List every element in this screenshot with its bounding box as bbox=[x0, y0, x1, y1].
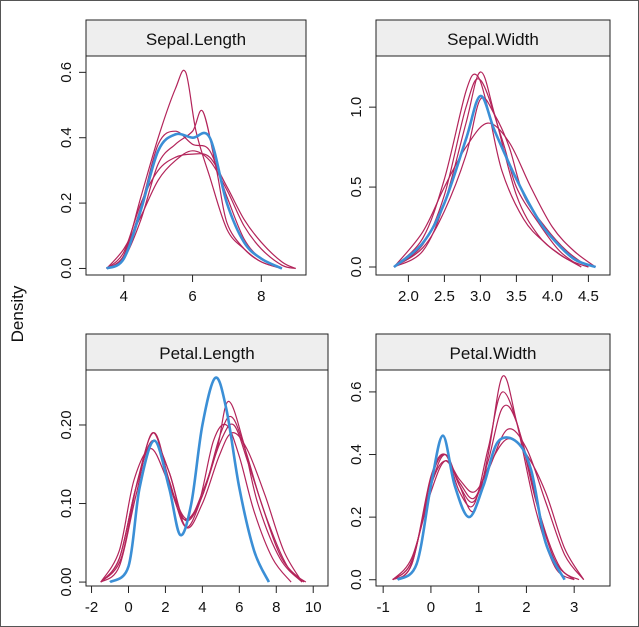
y-tick-label-petal-width: 0.0 bbox=[348, 569, 365, 590]
y-tick-label-petal-length: 0.00 bbox=[58, 567, 75, 596]
x-tick-label-petal-length: 0 bbox=[124, 599, 132, 616]
x-tick-label-sepal-width: 3.5 bbox=[506, 288, 527, 305]
y-tick-label-sepal-width: 1.0 bbox=[348, 97, 365, 118]
observed-density-line-petal-width bbox=[396, 434, 566, 581]
plot-frame-sepal-length bbox=[85, 55, 307, 276]
observed-density-line-sepal-width bbox=[393, 94, 597, 269]
y-tick-label-petal-width: 0.4 bbox=[348, 444, 365, 465]
x-tick-label-sepal-length: 4 bbox=[120, 288, 128, 305]
plot-frame-sepal-width bbox=[375, 55, 611, 276]
x-tick-label-petal-width: 3 bbox=[570, 599, 578, 616]
y-tick-label-petal-length: 0.10 bbox=[58, 489, 75, 518]
y-tick-label-petal-length: 0.20 bbox=[58, 410, 75, 439]
strip-sepal-width bbox=[375, 19, 611, 57]
replicate-density-line-sepal-length-3 bbox=[106, 153, 296, 270]
strip-title-petal-length: Petal.Length bbox=[159, 344, 254, 363]
strip-title-petal-width: Petal.Width bbox=[450, 344, 537, 363]
x-tick-label-petal-length: 6 bbox=[235, 599, 243, 616]
y-tick-label-sepal-length: 0.2 bbox=[58, 193, 75, 214]
x-tick-label-sepal-width: 2.0 bbox=[398, 288, 419, 305]
x-tick-label-petal-length: 2 bbox=[161, 599, 169, 616]
y-tick-label-petal-width: 0.6 bbox=[348, 381, 365, 402]
x-tick-label-petal-length: -2 bbox=[85, 599, 98, 616]
y-tick-label-sepal-width: 0.5 bbox=[348, 177, 365, 198]
x-tick-label-sepal-width: 3.0 bbox=[470, 288, 491, 305]
replicate-density-line-sepal-length-2 bbox=[106, 109, 283, 270]
x-tick-label-petal-width: -1 bbox=[376, 599, 389, 616]
observed-density-line-sepal-length bbox=[105, 131, 283, 270]
replicate-density-line-sepal-width-5 bbox=[393, 97, 589, 268]
x-tick-label-petal-width: 1 bbox=[475, 599, 483, 616]
replicate-density-line-sepal-length-4 bbox=[106, 130, 283, 270]
y-tick-label-petal-width: 0.2 bbox=[348, 507, 365, 528]
panel-petal-width: Petal.Width -1 0 1 2 3 0.0 0.2 0.4 0.6 bbox=[348, 333, 611, 616]
strip-sepal-length bbox=[85, 19, 307, 57]
plot-frame-petal-width bbox=[375, 369, 611, 587]
replicate-density-line-sepal-length-5 bbox=[106, 150, 296, 270]
replicate-density-line-sepal-width-2 bbox=[393, 71, 582, 268]
x-tick-label-petal-length: 4 bbox=[198, 599, 206, 616]
x-tick-label-sepal-width: 4.0 bbox=[542, 288, 563, 305]
observed-density-line-petal-length bbox=[109, 376, 271, 584]
replicate-density-line-petal-length-5 bbox=[100, 423, 307, 583]
x-tick-label-sepal-length: 8 bbox=[257, 288, 265, 305]
x-tick-label-petal-length: 10 bbox=[305, 599, 322, 616]
plot-frame-petal-length bbox=[85, 369, 329, 587]
y-tick-label-sepal-length: 0.4 bbox=[58, 127, 75, 148]
panels-group: Sepal.Length 4 6 8 0.0 0.2 0.4 0.6 Sepal.Width 2.… bbox=[58, 19, 611, 616]
strip-petal-length bbox=[85, 333, 329, 371]
x-tick-label-sepal-length: 6 bbox=[188, 288, 196, 305]
x-tick-label-petal-width: 2 bbox=[522, 599, 530, 616]
x-tick-label-sepal-width: 4.5 bbox=[578, 288, 599, 305]
strip-petal-width bbox=[375, 333, 611, 371]
panel-sepal-length: Sepal.Length 4 6 8 0.0 0.2 0.4 0.6 bbox=[58, 19, 307, 305]
x-tick-label-sepal-width: 2.5 bbox=[434, 288, 455, 305]
y-tick-label-sepal-length: 0.0 bbox=[58, 258, 75, 279]
y-tick-label-sepal-width: 0.0 bbox=[348, 257, 365, 278]
y-axis-title: Density bbox=[8, 285, 27, 342]
strip-title-sepal-length: Sepal.Length bbox=[146, 30, 246, 49]
strip-title-sepal-width: Sepal.Width bbox=[447, 30, 539, 49]
x-tick-label-petal-width: 0 bbox=[427, 599, 435, 616]
panel-petal-length: Petal.Length -2 0 2 4 6 8 10 0.00 0.10 0.20 bbox=[58, 333, 329, 616]
x-tick-label-petal-length: 8 bbox=[272, 599, 280, 616]
panel-sepal-width: Sepal.Width 2.0 2.5 3.0 3.5 4.0 4.5 0.0 0.5 1.0 bbox=[348, 19, 611, 305]
y-tick-label-sepal-length: 0.6 bbox=[58, 62, 75, 83]
